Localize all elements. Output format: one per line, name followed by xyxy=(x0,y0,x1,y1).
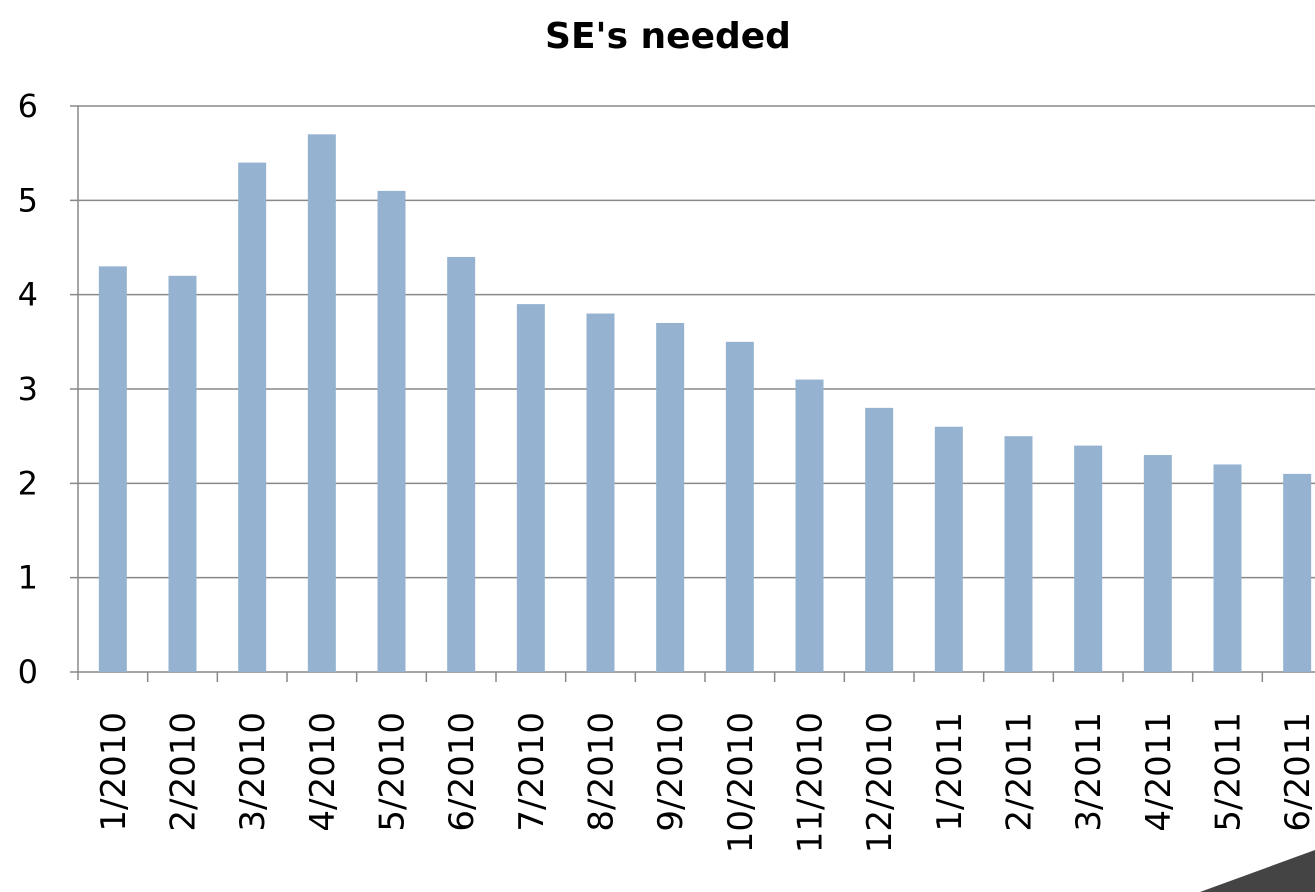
bar xyxy=(447,256,476,672)
x-tick-label: 7/2010 xyxy=(512,712,552,832)
decoration xyxy=(1200,850,1315,892)
bar xyxy=(656,322,685,672)
y-tick-label: 2 xyxy=(18,464,38,502)
x-tick-label: 6/2011 xyxy=(1278,712,1315,832)
x-tick-label: 4/2010 xyxy=(303,712,343,832)
bar xyxy=(516,304,545,672)
x-tick-label: 11/2010 xyxy=(791,712,831,853)
bar xyxy=(168,275,197,672)
x-tick-label: 8/2010 xyxy=(582,712,622,832)
x-tick-label: 1/2010 xyxy=(94,712,134,832)
x-tick-label: 5/2010 xyxy=(373,712,413,832)
bar xyxy=(1143,455,1172,672)
bar xyxy=(1004,436,1033,672)
bar xyxy=(725,341,754,672)
bar xyxy=(586,313,615,672)
x-tick-label: 3/2010 xyxy=(233,712,273,832)
y-tick-label: 0 xyxy=(18,653,38,691)
x-tick-label: 1/2011 xyxy=(930,712,970,832)
bar xyxy=(934,426,963,672)
y-tick-label: 6 xyxy=(18,87,38,125)
x-tick-label: 6/2010 xyxy=(442,712,482,832)
bar xyxy=(238,162,267,672)
bar xyxy=(377,190,406,672)
x-tick-label: 10/2010 xyxy=(721,712,761,853)
y-tick-label: 3 xyxy=(18,370,38,408)
bar xyxy=(307,134,336,673)
x-tick-label: 12/2010 xyxy=(860,712,900,853)
x-tick-label: 2/2010 xyxy=(164,712,204,832)
y-tick-label: 1 xyxy=(18,559,38,597)
bar xyxy=(1283,473,1312,672)
bar xyxy=(98,266,127,672)
x-tick-label: 3/2011 xyxy=(1069,712,1109,832)
x-tick-label: 4/2011 xyxy=(1139,712,1179,832)
bar xyxy=(1213,464,1242,672)
chart-title: SE's needed xyxy=(545,16,791,57)
x-tick-label: 2/2011 xyxy=(1000,712,1040,832)
x-tick-label: 5/2011 xyxy=(1209,712,1249,832)
bar xyxy=(795,379,824,672)
bar xyxy=(1074,445,1103,672)
x-tick-label: 9/2010 xyxy=(651,712,691,832)
y-tick-label: 5 xyxy=(18,181,38,219)
bar xyxy=(865,407,894,672)
y-tick-label: 4 xyxy=(18,276,38,314)
